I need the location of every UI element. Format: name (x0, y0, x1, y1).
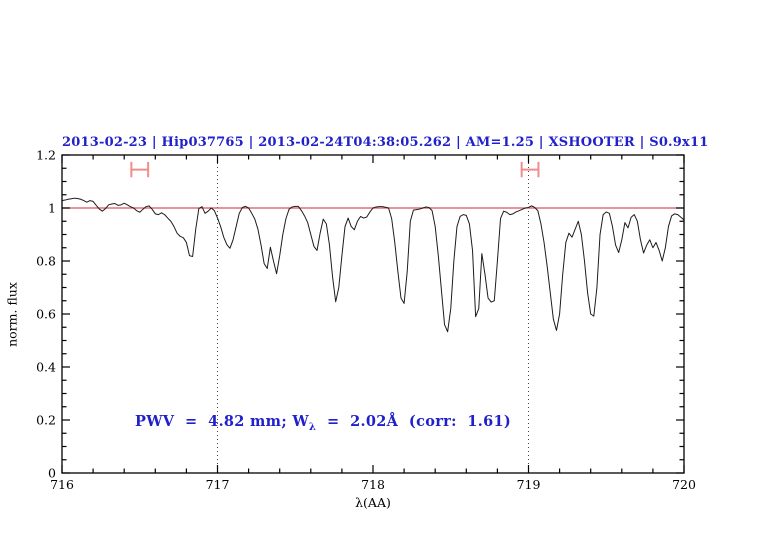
x-tick-label-720: 720 (672, 477, 696, 492)
pwv-annotation-lambda-subscript: λ (308, 420, 317, 433)
x-tick-label-719: 719 (516, 477, 541, 492)
y-tick-label-1.2: 1.2 (36, 147, 56, 163)
y-tick-label-0.2: 0.2 (36, 412, 56, 428)
plot-title: 2013-02-23 | Hip037765 | 2013-02-24T04:3… (62, 135, 709, 150)
y-tick-label-0.8: 0.8 (36, 253, 56, 269)
x-tick-label-716: 716 (50, 477, 74, 492)
pwv-annotation-suffix: = 2.02Å (corr: 1.61) (316, 413, 512, 430)
x-tick-label-717: 717 (205, 477, 230, 492)
pwv-annotation: PWV = 4.82 mm; Wλ = 2.02Å (corr: 1.61) (135, 413, 511, 433)
x-axis-label: λ(AA) (355, 495, 391, 510)
y-tick-label-0.4: 0.4 (36, 359, 56, 375)
y-tick-label-0: 0 (48, 465, 56, 481)
x-tick-label-718: 718 (361, 477, 385, 492)
pwv-annotation-prefix: PWV = 4.82 mm; W (135, 413, 309, 430)
y-tick-label-1: 1 (48, 200, 56, 216)
y-tick-label-0.6: 0.6 (36, 306, 56, 322)
